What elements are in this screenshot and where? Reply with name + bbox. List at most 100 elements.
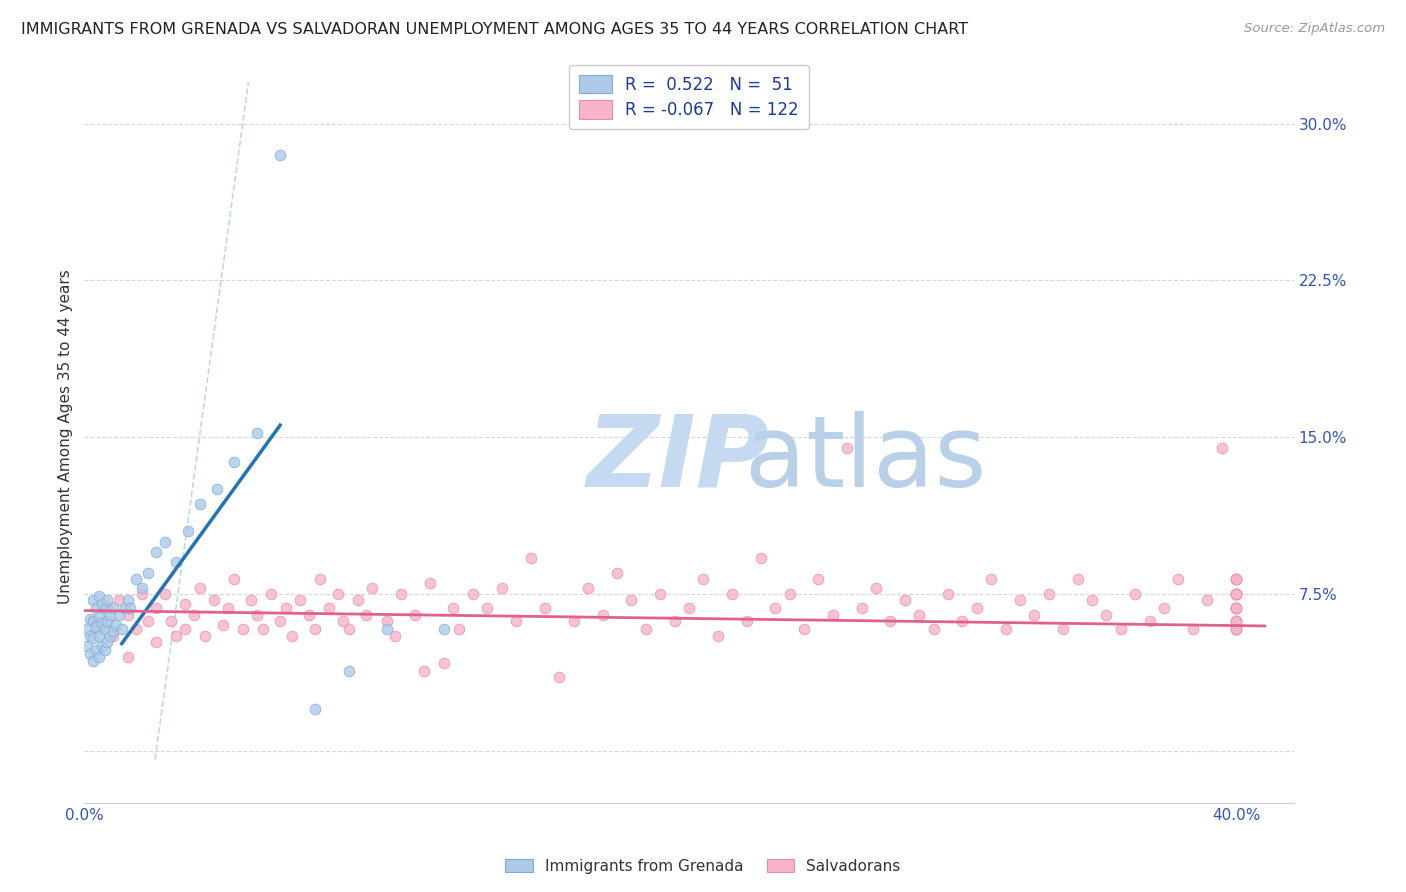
Point [749, 551, 772, 566]
Point [461, 587, 484, 601]
Point [1225, 587, 1247, 601]
Point [222, 455, 245, 469]
Point [337, 664, 360, 678]
Point [1225, 623, 1247, 637]
Point [1024, 607, 1046, 622]
Point [821, 607, 844, 622]
Point [188, 581, 211, 595]
Point [433, 656, 456, 670]
Text: ZIP: ZIP [586, 410, 769, 508]
Point [1139, 614, 1161, 628]
Point [664, 614, 686, 628]
Point [966, 601, 988, 615]
Point [1225, 572, 1247, 586]
Point [779, 587, 801, 601]
Point [304, 702, 326, 716]
Point [108, 593, 131, 607]
Point [166, 556, 188, 570]
Point [1167, 572, 1189, 586]
Point [82, 631, 104, 645]
Point [1225, 614, 1247, 628]
Point [232, 623, 254, 637]
Point [96, 593, 118, 607]
Point [1225, 623, 1247, 637]
Point [87, 623, 110, 637]
Point [145, 601, 167, 615]
Point [1225, 601, 1247, 615]
Point [90, 639, 112, 653]
Point [211, 618, 233, 632]
Point [177, 524, 200, 538]
Point [793, 623, 815, 637]
Point [1225, 601, 1247, 615]
Point [117, 593, 139, 607]
Point [534, 601, 557, 615]
Point [136, 566, 159, 580]
Point [159, 614, 181, 628]
Point [117, 607, 139, 622]
Point [174, 597, 197, 611]
Point [98, 607, 121, 622]
Point [1225, 572, 1247, 586]
Point [125, 572, 148, 586]
Point [1225, 623, 1247, 637]
Point [375, 614, 398, 628]
Point [936, 587, 959, 601]
Point [290, 593, 312, 607]
Point [879, 614, 901, 628]
Point [519, 551, 541, 566]
Point [318, 601, 340, 615]
Point [84, 643, 107, 657]
Point [347, 593, 370, 607]
Point [96, 601, 118, 615]
Point [93, 623, 115, 637]
Point [136, 614, 159, 628]
Point [153, 587, 176, 601]
Point [548, 670, 571, 684]
Text: atlas: atlas [586, 410, 987, 508]
Point [1225, 601, 1247, 615]
Point [87, 589, 110, 603]
Point [994, 623, 1017, 637]
Point [202, 593, 225, 607]
Point [84, 620, 107, 634]
Point [82, 654, 104, 668]
Point [90, 616, 112, 631]
Point [865, 581, 887, 595]
Point [837, 441, 859, 455]
Point [1095, 607, 1118, 622]
Point [82, 593, 104, 607]
Point [252, 623, 274, 637]
Point [419, 576, 441, 591]
Point [153, 534, 176, 549]
Point [389, 587, 412, 601]
Point [131, 581, 153, 595]
Point [101, 629, 124, 643]
Point [246, 607, 269, 622]
Point [76, 639, 98, 653]
Point [101, 601, 124, 615]
Point [87, 649, 110, 664]
Point [101, 624, 124, 639]
Point [1225, 587, 1247, 601]
Point [375, 623, 398, 637]
Point [1225, 614, 1247, 628]
Point [166, 629, 188, 643]
Point [280, 629, 302, 643]
Text: IMMIGRANTS FROM GRENADA VS SALVADORAN UNEMPLOYMENT AMONG AGES 35 TO 44 YEARS COR: IMMIGRANTS FROM GRENADA VS SALVADORAN UN… [21, 22, 969, 37]
Point [188, 497, 211, 511]
Point [606, 566, 628, 580]
Point [87, 629, 110, 643]
Point [1197, 593, 1219, 607]
Point [491, 581, 513, 595]
Point [79, 629, 101, 643]
Point [93, 643, 115, 657]
Point [562, 614, 585, 628]
Point [1066, 572, 1088, 586]
Point [98, 629, 121, 643]
Point [76, 623, 98, 637]
Point [96, 614, 118, 628]
Point [111, 623, 134, 637]
Point [908, 607, 931, 622]
Point [807, 572, 830, 586]
